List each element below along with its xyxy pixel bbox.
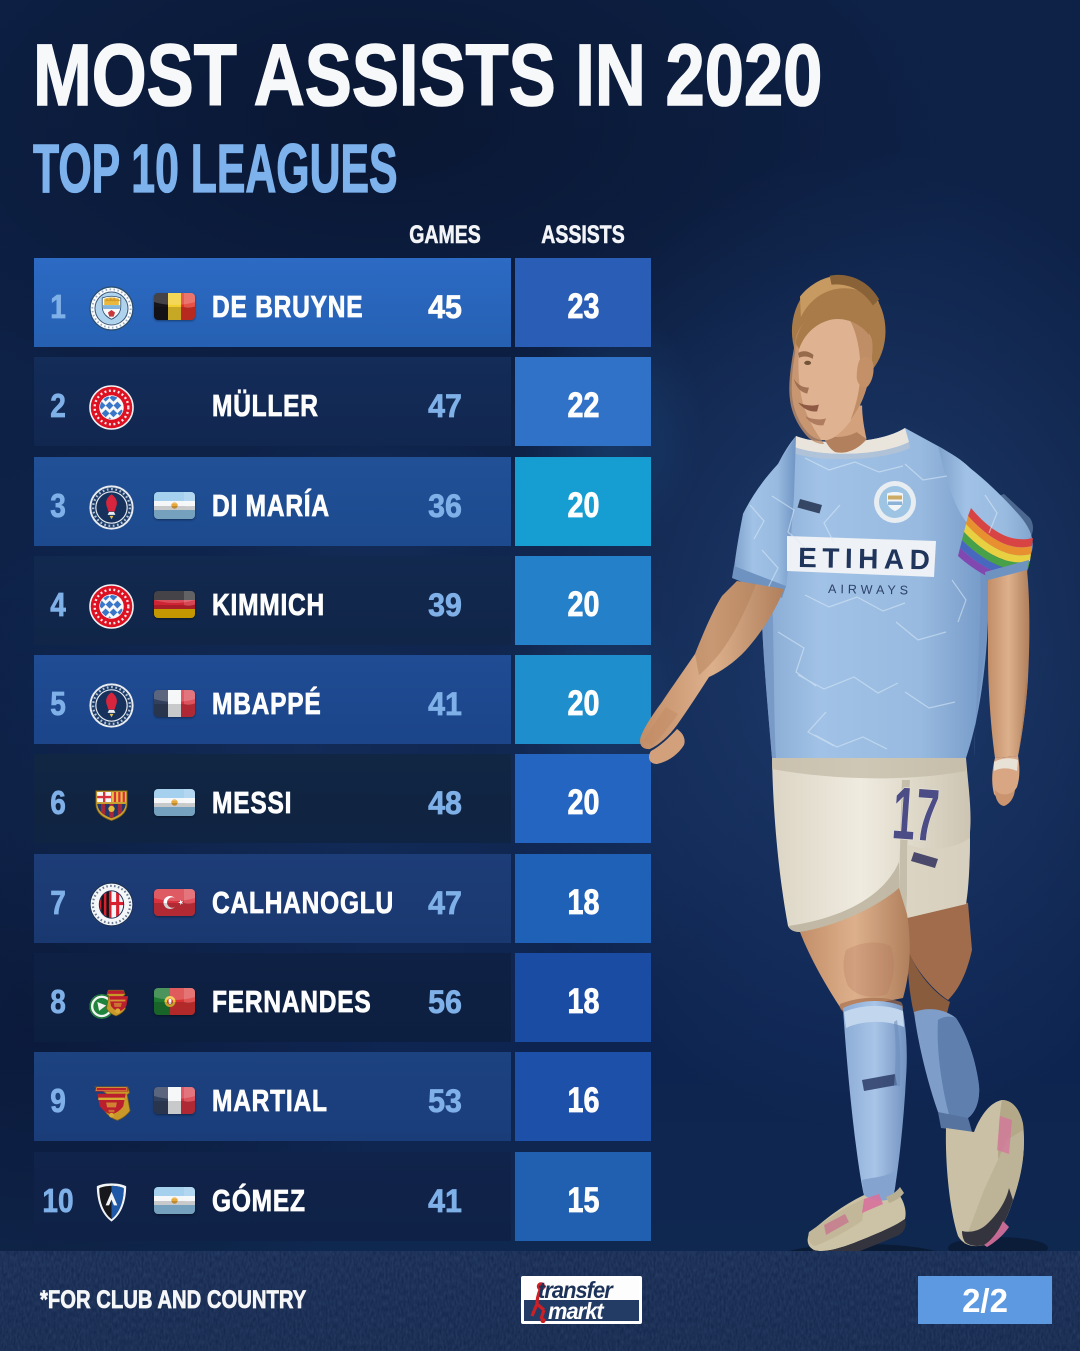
svg-text:AIRWAYS: AIRWAYS	[828, 582, 912, 597]
svg-text:17: 17	[890, 771, 942, 857]
svg-text:ETIHAD: ETIHAD	[798, 542, 936, 575]
